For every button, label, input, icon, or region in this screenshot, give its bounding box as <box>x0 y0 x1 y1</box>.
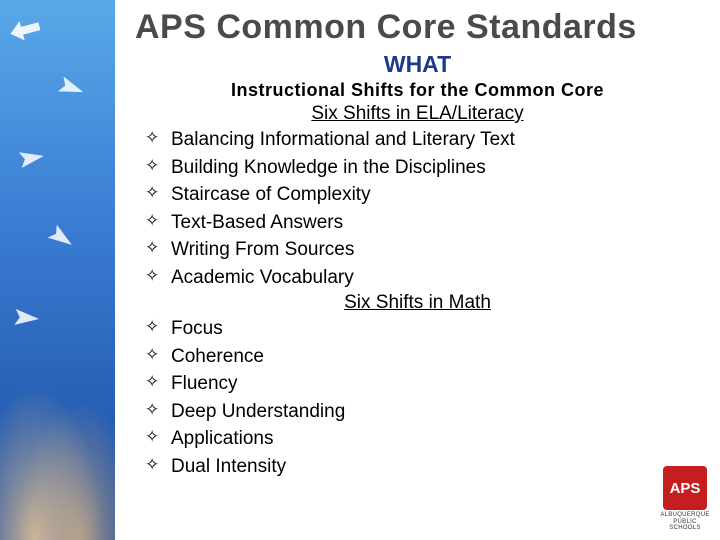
list-item: Dual Intensity <box>145 453 700 481</box>
list-item: Writing From Sources <box>145 236 700 264</box>
list-item: Focus <box>145 315 700 343</box>
aps-logo-text-1: ALBUQUERQUE <box>658 512 712 519</box>
paper-plane-icon <box>19 148 45 168</box>
ela-list: Balancing Informational and Literary Tex… <box>135 126 700 291</box>
paper-plane-icon <box>58 76 86 99</box>
page-title: APS Common Core Standards <box>135 8 700 47</box>
list-item: Academic Vocabulary <box>145 264 700 292</box>
aps-logo-text-2: PUBLIC SCHOOLS <box>658 519 712 532</box>
aps-logo: APS ALBUQUERQUE PUBLIC SCHOOLS <box>658 466 712 532</box>
list-item: Staircase of Complexity <box>145 181 700 209</box>
list-item: Fluency <box>145 370 700 398</box>
list-item: Building Knowledge in the Disciplines <box>145 154 700 182</box>
aps-logo-badge: APS <box>663 466 707 510</box>
paper-plane-icon <box>48 225 77 252</box>
ela-heading: Six Shifts in ELA/Literacy <box>135 103 700 125</box>
math-list: Focus Coherence Fluency Deep Understandi… <box>135 315 700 480</box>
slide-content: APS Common Core Standards WHAT Instructi… <box>115 0 720 540</box>
list-item: Applications <box>145 425 700 453</box>
page-subtitle: WHAT <box>135 51 700 78</box>
section-heading: Instructional Shifts for the Common Core <box>135 80 700 101</box>
list-item: Coherence <box>145 343 700 371</box>
list-item: Deep Understanding <box>145 398 700 426</box>
paper-plane-icon <box>14 309 39 327</box>
list-item: Text-Based Answers <box>145 209 700 237</box>
math-heading: Six Shifts in Math <box>135 292 700 314</box>
sidebar-decorative-image <box>0 0 115 540</box>
list-item: Balancing Informational and Literary Tex… <box>145 126 700 154</box>
